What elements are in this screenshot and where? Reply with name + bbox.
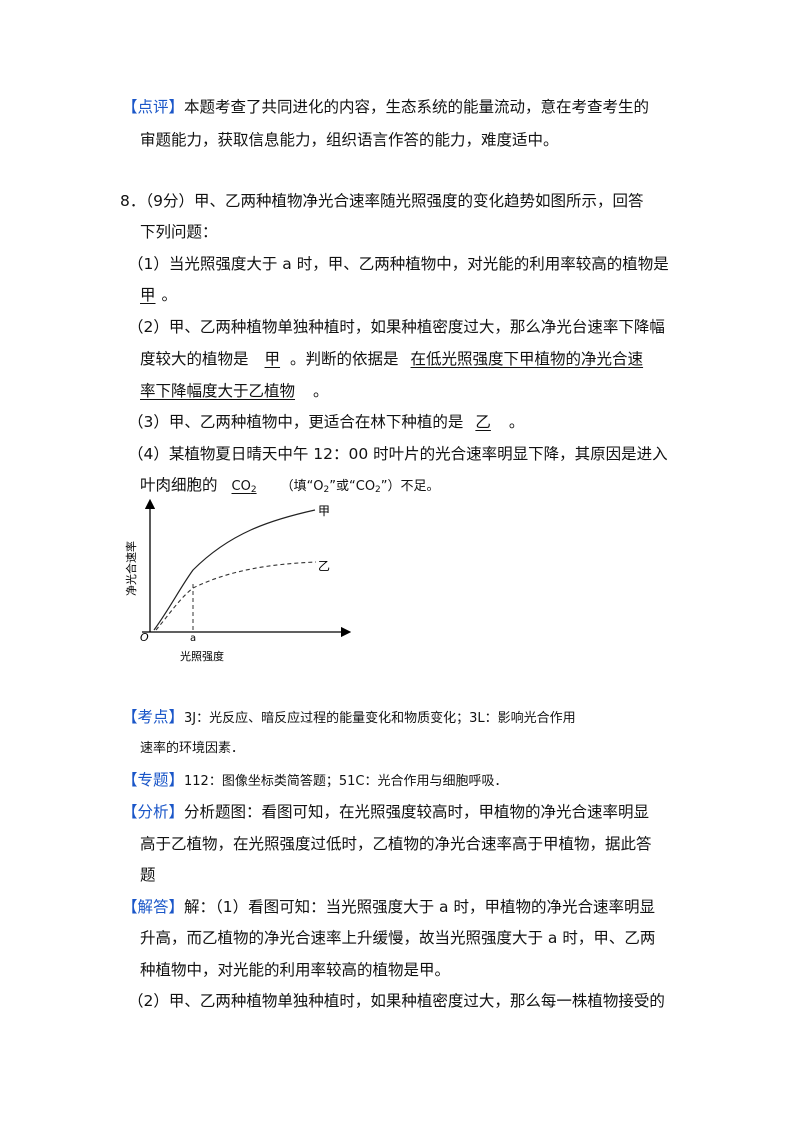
zhuanti-line: 【专题】112：图像坐标类简答题；51C：光合作用与细胞呼吸．	[122, 769, 507, 793]
series-yi-line	[155, 561, 317, 631]
fenxi-line-2: 高于乙植物，在光照强度过低时，乙植物的净光合速率高于甲植物，据此答	[140, 835, 652, 853]
q4-fill-open: （填“O	[280, 479, 324, 494]
q2-line-1: （2）甲、乙两种植物单独种植时，如果种植密度过大，那么净光台速率下降幅	[128, 318, 665, 336]
q4-answer: CO2	[218, 476, 275, 501]
q4-fill-mid: ”或“CO	[329, 479, 376, 494]
comment-line-2: 审题能力，获取信息能力，组织语言作答的能力，难度适中。	[140, 131, 559, 149]
series-jia-label: 甲	[318, 504, 330, 518]
jieda-line-2: 升高，而乙植物的净光合速率上升缓慢，故当光照强度大于 a 时，甲、乙两	[140, 929, 656, 947]
q4-line-2: 叶肉细胞的 CO2 （填“O2”或“CO2”）不足。	[140, 474, 440, 501]
question-intro-line-2: 下列问题：	[140, 223, 218, 241]
comment-tag: 【点评】	[122, 98, 185, 116]
x-axis-label: 光照强度	[180, 649, 224, 663]
series-yi-label: 乙	[318, 559, 330, 573]
a-label: a	[190, 633, 196, 644]
q2-middle: 。判断的依据是	[290, 350, 399, 368]
kaodian-line-1: 【考点】3J：光反应、暗反应过程的能量变化和物质变化；3L：影响光合作用	[122, 706, 576, 730]
q3-line: （3）甲、乙两种植物中，更适合在林下种植的是乙。	[128, 411, 524, 433]
question-number: 8．	[120, 192, 146, 210]
q2-answer-1: 甲	[264, 350, 281, 368]
zhuanti-text: 112：图像坐标类简答题；51C：光合作用与细胞呼吸．	[184, 774, 508, 789]
y-axis-label: 净光合速率	[124, 541, 138, 596]
jieda-line-3: 种植物中，对光能的利用率较高的植物是甲。	[140, 961, 451, 979]
q4-fill-hint: （填“O2”或“CO2”）不足。	[280, 479, 440, 495]
q3-end: 。	[508, 413, 525, 431]
kaodian-tag: 【考点】	[122, 708, 185, 726]
zhuanti-tag: 【专题】	[122, 771, 185, 789]
kaodian-text-1: 3J：光反应、暗反应过程的能量变化和物质变化；3L：影响光合作用	[184, 711, 576, 726]
q1-end: 。	[161, 286, 178, 304]
q4-prefix: 叶肉细胞的	[140, 476, 218, 494]
kaodian-line-2: 速率的环境因素．	[140, 741, 245, 756]
q2-end: 。	[313, 382, 329, 400]
question-intro-line-1: 8．（9分）甲、乙两种植物净光合速率随光照强度的变化趋势如图所示，回答	[120, 190, 644, 212]
q2-line-3: 率下降幅度大于乙植物。	[140, 380, 329, 402]
origin-label: O	[140, 631, 149, 644]
comment-line-1: 【点评】本题考查了共同进化的内容，生态系统的能量流动，意在考查考生的	[122, 96, 649, 118]
fenxi-tag: 【分析】	[122, 803, 185, 821]
q4-fill-co-sub: 2	[375, 485, 381, 495]
photosynthesis-chart: 甲 乙 O a 光照强度 净光合速率	[124, 498, 352, 663]
series-jia-line	[153, 509, 316, 631]
q3-text: （3）甲、乙两种植物中，更适合在林下种植的是	[128, 413, 464, 431]
jieda-line-4: （2）甲、乙两种植物单独种植时，如果种植密度过大，那么每一株植物接受的	[128, 992, 665, 1010]
q4-fill-o-sub: 2	[323, 485, 330, 495]
q3-answer: 乙	[475, 413, 491, 431]
fenxi-text-1: 分析题图：看图可知，在光照强度较高时，甲植物的净光合速率明显	[184, 803, 650, 821]
fenxi-line-1: 【分析】分析题图：看图可知，在光照强度较高时，甲植物的净光合速率明显	[122, 801, 649, 823]
question-stem-1: （9分）甲、乙两种植物净光合速率随光照强度的变化趋势如图所示，回答	[145, 192, 644, 210]
jieda-tag: 【解答】	[122, 898, 185, 916]
comment-text-1: 本题考查了共同进化的内容，生态系统的能量流动，意在考查考生的	[184, 98, 650, 116]
q1-answer-line: 甲。	[140, 284, 177, 306]
q2-line-2: 度较大的植物是甲。判断的依据是 在低光照强度下甲植物的净光合速	[140, 348, 643, 370]
q1-line: （1）当光照强度大于 a 时，甲、乙两种植物中，对光能的利用率较高的植物是	[128, 255, 669, 273]
q1-answer: 甲	[140, 286, 156, 304]
jieda-line-1: 【解答】解：（1）看图可知：当光照强度大于 a 时，甲植物的净光合速率明显	[122, 896, 655, 918]
q2-prefix: 度较大的植物是	[140, 350, 249, 368]
q2-answer-2b: 率下降幅度大于乙植物	[140, 382, 296, 400]
q2-answer-2a: 在低光照强度下甲植物的净光合速	[410, 350, 644, 368]
q4-answer-sub: 2	[250, 485, 257, 495]
q4-answer-co: CO	[231, 479, 251, 494]
q4-fill-close: ”）不足。	[380, 479, 440, 494]
q4-line-1: （4）某植物夏日晴天中午 12：00 时叶片的光合速率明显下降，其原因是进入	[128, 445, 668, 463]
fenxi-line-3: 题	[140, 866, 156, 884]
jieda-text-1: 解：（1）看图可知：当光照强度大于 a 时，甲植物的净光合速率明显	[184, 898, 655, 916]
